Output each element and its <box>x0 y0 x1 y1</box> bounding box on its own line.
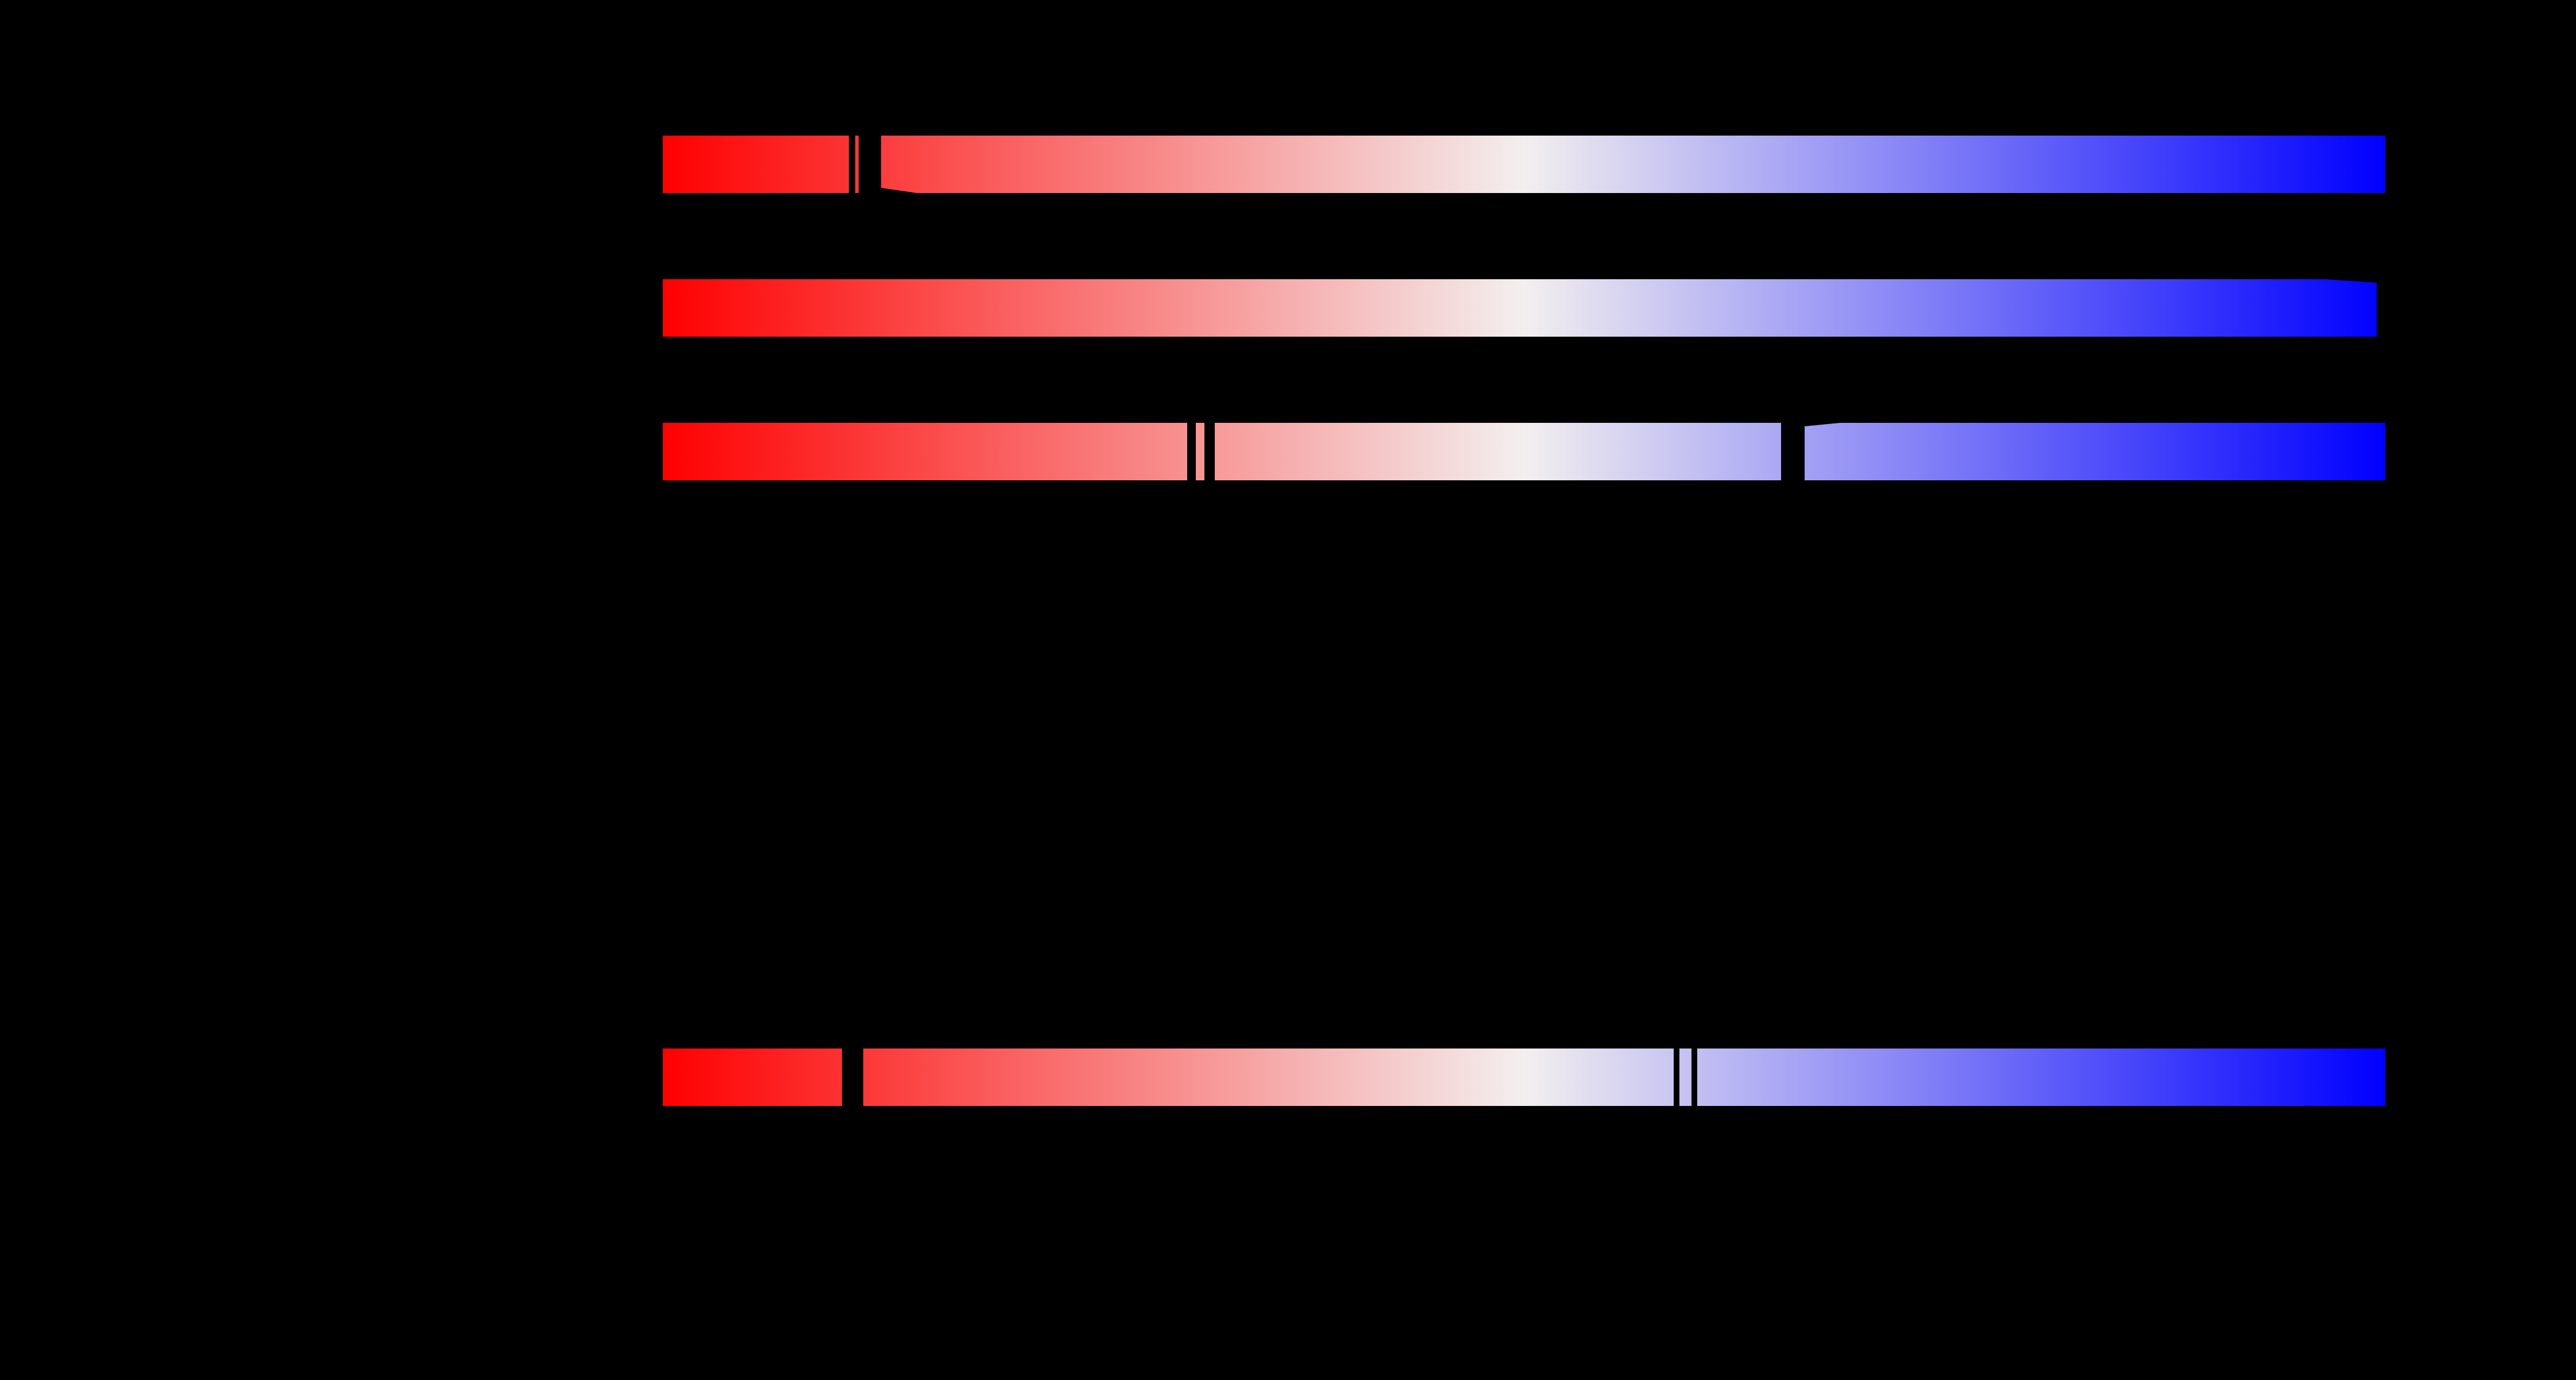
gradient-bar-row-3 <box>663 423 2385 480</box>
marker-line <box>1204 423 1215 480</box>
marker-band <box>2377 279 2385 337</box>
marker-line <box>1674 1049 1679 1106</box>
marker-line <box>1691 1049 1697 1106</box>
marker-band <box>1781 423 1805 480</box>
marker-band <box>842 1049 863 1106</box>
marker-band <box>859 136 881 193</box>
marker-wedge-overlay <box>2326 279 2377 283</box>
gradient-bar-row-4 <box>663 1049 2385 1106</box>
marker-line <box>849 136 855 193</box>
marker-wedge <box>1805 423 1840 426</box>
marker-wedge <box>881 188 917 193</box>
gradient-bar-row-1 <box>663 136 2385 193</box>
marker-line <box>1187 423 1196 480</box>
marker-wedge <box>2326 279 2377 283</box>
gradient-bar-row-2 <box>663 279 2385 337</box>
marker-wedge-overlay <box>1805 423 1840 426</box>
marker-wedge-overlay <box>881 188 917 193</box>
